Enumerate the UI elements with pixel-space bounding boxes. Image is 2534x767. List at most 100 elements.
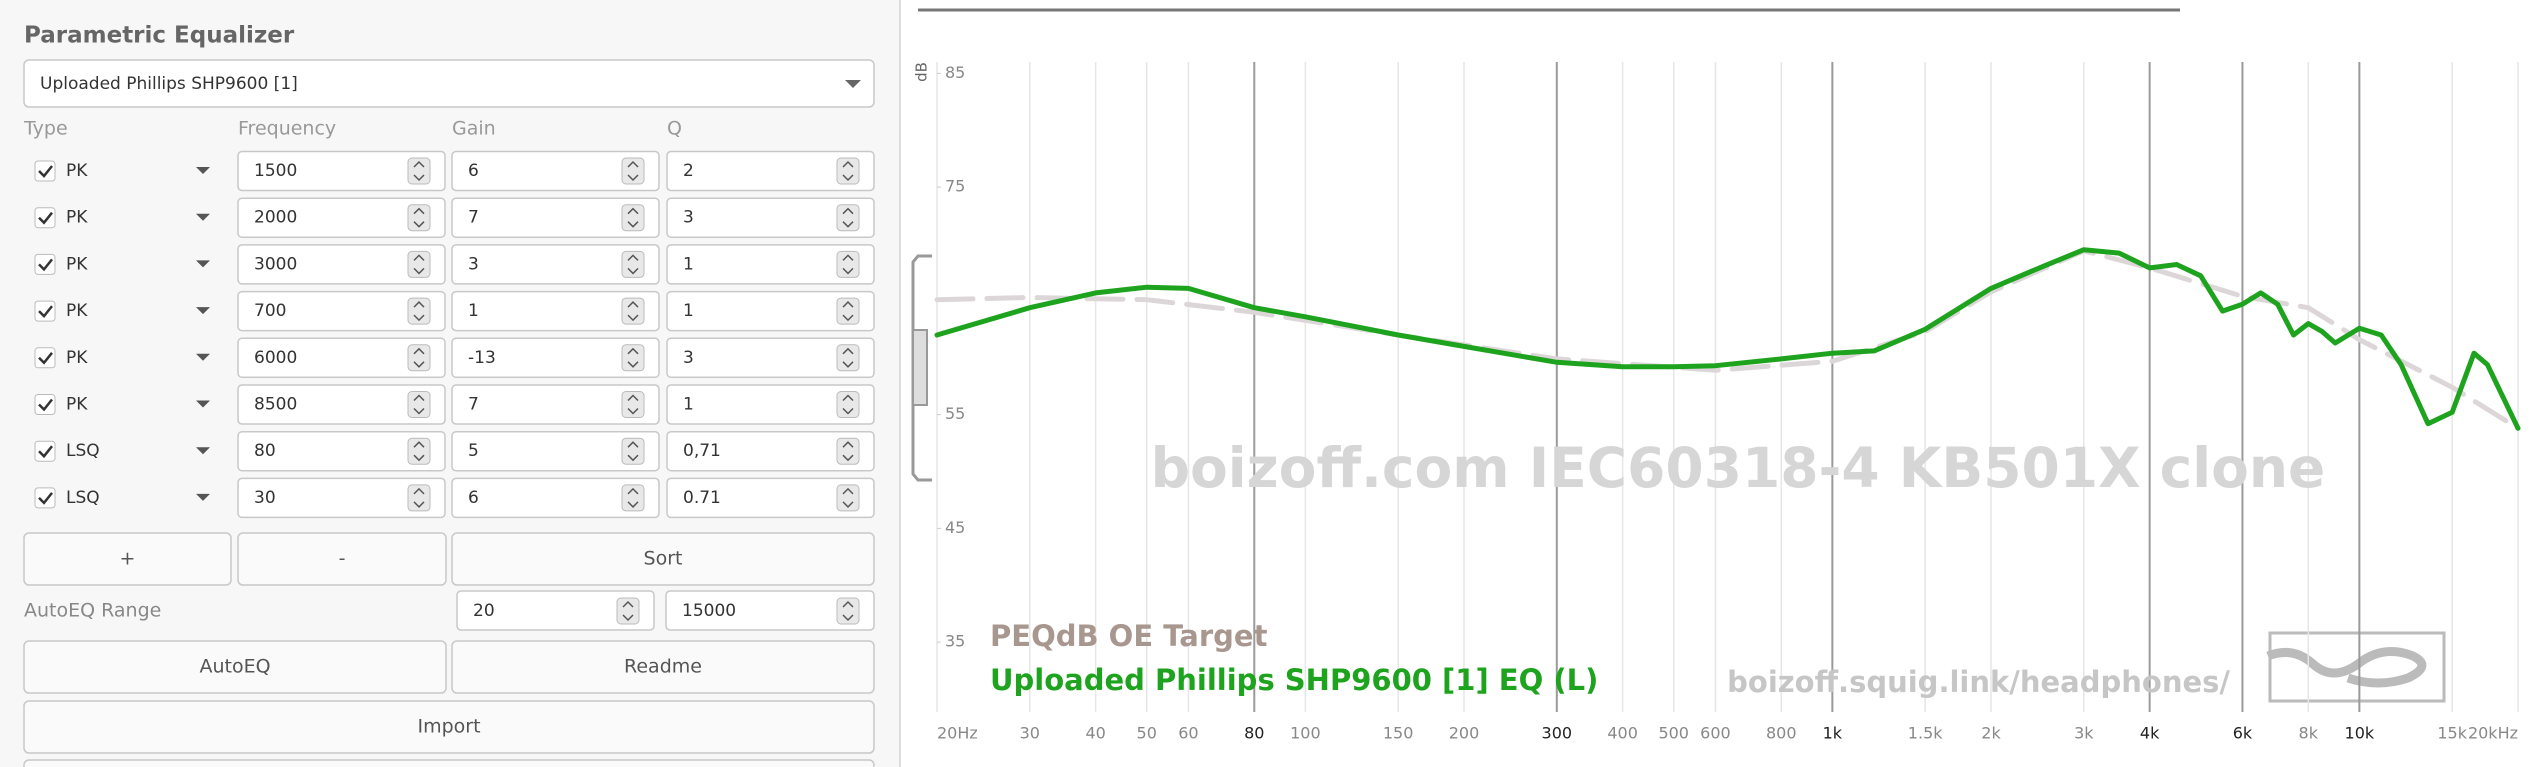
y-tick-label: 45: [945, 518, 965, 537]
input-gain[interactable]: [451, 150, 660, 192]
type-arrow[interactable]: [196, 400, 210, 408]
sort-button[interactable]: [451, 532, 875, 586]
checkbox[interactable]: [34, 487, 56, 509]
logo-box: [2268, 631, 2446, 703]
spinner[interactable]: [407, 204, 431, 232]
spinner[interactable]: [621, 437, 645, 465]
spinner[interactable]: [621, 250, 645, 278]
input-text: 5: [468, 441, 479, 461]
input-frequency[interactable]: [237, 337, 446, 379]
y-tick-label: 35: [945, 632, 965, 651]
input-frequency[interactable]: [237, 290, 446, 332]
range-input[interactable]: [456, 590, 655, 631]
spinner-arrows: [413, 301, 425, 322]
spinner[interactable]: [407, 391, 431, 418]
spinner[interactable]: [621, 484, 645, 512]
spinner[interactable]: [407, 344, 431, 372]
input-q[interactable]: [666, 290, 875, 332]
type-arrow[interactable]: [196, 213, 210, 221]
input-gain[interactable]: [451, 384, 660, 425]
x-tick-label: 150: [1383, 724, 1414, 743]
spinner[interactable]: [836, 250, 860, 278]
preset-select[interactable]: [23, 59, 875, 108]
check: [38, 258, 53, 272]
checkbox[interactable]: [34, 347, 56, 369]
x-tick-label: 6k: [2233, 724, 2253, 743]
spinner[interactable]: [407, 250, 431, 278]
input-gain[interactable]: [451, 477, 660, 519]
x-tick-label: 400: [1607, 724, 1638, 743]
input-q[interactable]: [666, 150, 875, 192]
autoeq-button[interactable]: [23, 640, 447, 694]
input-gain[interactable]: [451, 337, 660, 379]
spinner[interactable]: [407, 297, 431, 325]
input-q[interactable]: [666, 244, 875, 285]
spinner[interactable]: [621, 157, 645, 185]
input-gain[interactable]: [451, 430, 660, 472]
spinner-arrows: [842, 441, 854, 462]
x-tick-label: 2k: [1981, 724, 2001, 743]
input-q[interactable]: [666, 430, 875, 472]
input-text: -13: [468, 348, 496, 368]
input-q[interactable]: [666, 197, 875, 238]
checkbox[interactable]: [34, 300, 56, 322]
type-arrow[interactable]: [196, 260, 210, 268]
type-arrow[interactable]: [196, 353, 210, 361]
checkbox[interactable]: [34, 253, 56, 275]
add-button[interactable]: [23, 532, 232, 586]
remove-button[interactable]: [237, 532, 447, 586]
spinner[interactable]: [407, 157, 431, 185]
input-gain[interactable]: [451, 290, 660, 332]
readme-button[interactable]: [451, 640, 875, 694]
spinner[interactable]: [621, 297, 645, 325]
spinner[interactable]: [836, 391, 860, 418]
column-header: Type: [23, 118, 68, 140]
spinner[interactable]: [621, 391, 645, 418]
checkbox[interactable]: [34, 207, 56, 229]
spinner-arrows: [627, 207, 639, 228]
checkbox[interactable]: [34, 160, 56, 182]
slider[interactable]: [911, 254, 932, 482]
input-frequency[interactable]: [237, 477, 446, 519]
input-gain[interactable]: [451, 197, 660, 238]
input-q[interactable]: [666, 384, 875, 425]
spinner[interactable]: [621, 204, 645, 232]
spinner[interactable]: [836, 437, 860, 465]
partial-button[interactable]: [23, 759, 875, 767]
sort-button-label: Sort: [644, 548, 683, 570]
input-text: 1: [683, 301, 694, 321]
spinner[interactable]: [836, 204, 860, 232]
input-frequency[interactable]: [237, 244, 446, 285]
range-input[interactable]: [665, 590, 875, 631]
type-arrow[interactable]: [196, 167, 210, 174]
spinner-arrows: [842, 347, 854, 368]
input-frequency[interactable]: [237, 430, 446, 472]
input-q[interactable]: [666, 337, 875, 379]
input-gain[interactable]: [451, 244, 660, 285]
spinner[interactable]: [407, 437, 431, 465]
spinner[interactable]: [616, 597, 640, 625]
import-button[interactable]: [23, 700, 875, 754]
spinner[interactable]: [836, 297, 860, 325]
type-arrow[interactable]: [196, 493, 210, 501]
range-text: 20: [473, 601, 495, 621]
range-text: 15000: [682, 601, 736, 621]
x-tick-label: 60: [1178, 724, 1198, 743]
input-text: 700: [254, 301, 286, 321]
checkbox[interactable]: [34, 394, 56, 415]
input-frequency[interactable]: [237, 384, 446, 425]
input-frequency[interactable]: [237, 150, 446, 192]
spinner[interactable]: [836, 484, 860, 512]
spinner[interactable]: [836, 157, 860, 185]
spinner[interactable]: [621, 344, 645, 372]
input-q[interactable]: [666, 477, 875, 519]
input-frequency[interactable]: [237, 197, 446, 238]
x-tick-label: 500: [1658, 724, 1689, 743]
spinner[interactable]: [836, 597, 860, 625]
type-arrow[interactable]: [196, 307, 210, 315]
spinner[interactable]: [836, 344, 860, 372]
spinner-arrows: [627, 254, 639, 275]
checkbox[interactable]: [34, 440, 56, 462]
spinner[interactable]: [407, 484, 431, 512]
type-arrow[interactable]: [196, 447, 210, 455]
